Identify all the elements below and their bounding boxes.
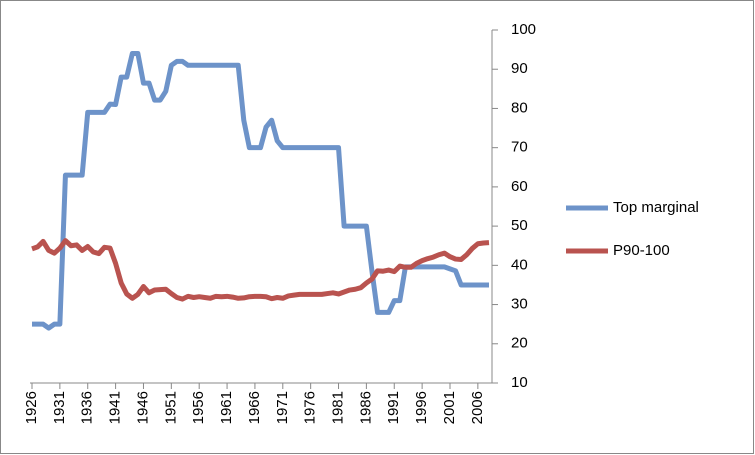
x-tick-label: 1981 [329,391,346,424]
x-tick-label: 1946 [134,391,151,424]
y-tick-label: 80 [511,99,528,116]
x-tick-label: 1966 [246,391,263,424]
x-tick-label: 1986 [357,391,374,424]
x-tick-label: 1976 [302,391,319,424]
x-tick-label: 1996 [413,391,430,424]
x-tick-label: 1926 [23,391,40,424]
y-tick-label: 70 [511,139,528,156]
legend-label: Top marginal [613,199,699,216]
x-tick-label: 2001 [441,391,458,424]
x-tick-label: 1951 [162,391,179,424]
x-tick-label: 1956 [190,391,207,424]
legend-label: P90-100 [613,242,670,259]
y-tick-label: 60 [511,178,528,195]
y-tick-label: 10 [511,374,528,391]
x-tick-label: 1931 [51,391,68,424]
y-tick-label: 90 [511,60,528,77]
y-tick-label: 20 [511,335,528,352]
x-tick-label: 1991 [385,391,402,424]
y-tick-label: 30 [511,296,528,313]
x-tick-label: 1961 [218,391,235,424]
y-tick-label: 40 [511,256,528,273]
y-tick-label: 50 [511,217,528,234]
y-tick-label: 100 [511,21,536,38]
x-tick-label: 1936 [79,391,96,424]
x-tick-label: 1941 [107,391,124,424]
x-tick-label: 2006 [469,391,486,424]
series-line [31,238,490,302]
x-tick-label: 1971 [274,391,291,424]
